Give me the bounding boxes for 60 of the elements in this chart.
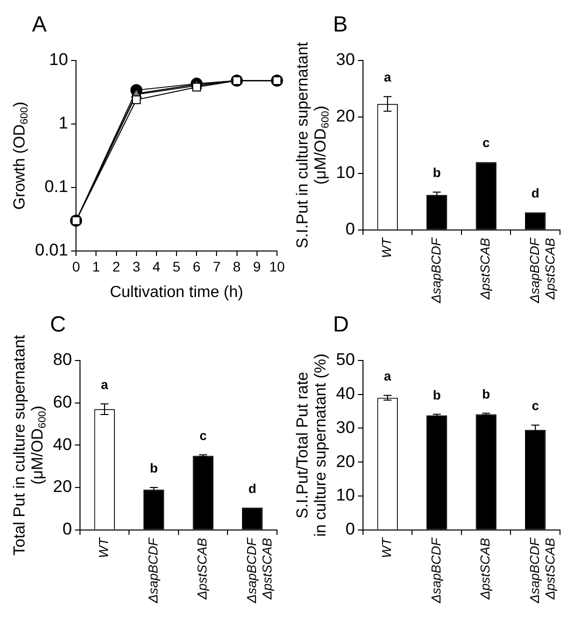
y-tick-label: 0	[62, 520, 72, 539]
data-label: a	[100, 376, 109, 392]
x-tick-label: ΔpstSCAB	[478, 538, 493, 600]
chart-title: A	[32, 11, 47, 36]
data-label: d	[531, 185, 540, 200]
y-tick-label: 80	[52, 350, 72, 370]
x-tick-label: 1	[92, 258, 100, 274]
x-tick-label: WT	[379, 236, 394, 258]
y-tick-label: 20	[336, 452, 355, 471]
x-tick-label: ΔsapBCDF	[428, 236, 444, 304]
x-tick-label: 9	[253, 258, 262, 274]
data-label: b	[432, 165, 441, 180]
data-label: c	[199, 428, 207, 443]
data-label: c	[482, 135, 490, 150]
y-tick-label: 0.01	[34, 240, 68, 260]
y-tick-label: 0	[345, 220, 355, 239]
y-axis-title: Growth (OD600)	[11, 102, 31, 210]
x-tick-label: ΔsapBCDF ΔpstSCAB	[526, 536, 558, 604]
data-label: c	[532, 398, 539, 414]
y-tick-label: 60	[52, 392, 72, 412]
chart-title: D	[333, 311, 349, 336]
x-tick-label: WT	[96, 536, 112, 558]
x-tick-label: ΔsapBCDF ΔpstSCAB	[244, 536, 275, 604]
y-tick-label: 0	[345, 520, 355, 539]
y-tick-label: 20	[52, 477, 72, 496]
x-tick-label: ΔsapBCDF	[428, 536, 444, 604]
x-tick-label: 2	[112, 258, 120, 274]
x-tick-label: 4	[152, 258, 161, 274]
x-tick-label: ΔsapBCDF	[145, 536, 160, 604]
data-label: a	[384, 70, 392, 85]
x-tick-label: 6	[192, 258, 201, 274]
x-tick-label: 3	[132, 258, 140, 274]
data-label: b	[150, 460, 158, 476]
y-tick-label: 40	[52, 434, 72, 454]
data-label: d	[248, 480, 256, 496]
data-label: a	[384, 368, 392, 384]
y-tick-label: 30	[336, 50, 355, 70]
y-tick-label: 10	[336, 486, 355, 505]
x-tick-label: ΔsapBCDF ΔpstSCAB	[526, 236, 558, 304]
x-tick-label: ΔpstSCAB	[478, 238, 493, 300]
chart-title: B	[333, 11, 348, 36]
x-tick-label: 8	[232, 258, 241, 274]
chart-title: C	[50, 311, 66, 336]
y-axis-title: S.I.Put/Total Put rate in culture supernatant (%)	[294, 354, 330, 537]
x-tick-label: ΔpstSCAB	[194, 538, 210, 600]
y-tick-label: 40	[336, 384, 355, 403]
y-tick-label: 10	[336, 163, 355, 182]
data-label: b	[432, 387, 441, 402]
y-tick-label: 30	[336, 418, 355, 437]
x-tick-label: 5	[172, 258, 181, 274]
y-tick-label: 0.1	[44, 177, 68, 196]
x-tick-label: 7	[212, 258, 221, 274]
y-tick-label: 50	[336, 350, 355, 370]
x-axis-title: Cultivation time (h)	[110, 284, 244, 301]
x-tick-label: 10	[269, 258, 285, 274]
y-tick-label: 20	[336, 106, 355, 126]
y-tick-label: 1	[58, 114, 68, 133]
y-tick-label: 10	[49, 50, 68, 70]
x-tick-label: WT	[379, 536, 394, 558]
data-label: b	[482, 386, 490, 402]
